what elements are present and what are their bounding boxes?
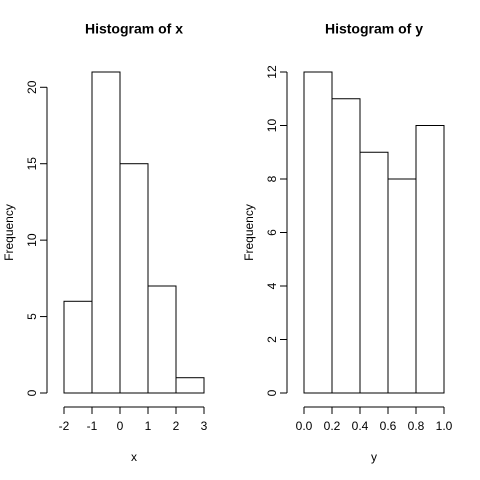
- y-tick-label: 10: [265, 119, 279, 133]
- x-tick-label: 0.0: [296, 419, 313, 433]
- bar: [175, 377, 205, 394]
- y-tick-label: 6: [265, 229, 279, 236]
- chart-title: Histogram of y: [325, 21, 423, 37]
- y-tick-label: 5: [25, 313, 39, 320]
- x-tick-label: 0.8: [408, 419, 425, 433]
- bar: [147, 285, 177, 394]
- x-axis-label: y: [371, 450, 377, 464]
- y-tick-label: 4: [265, 282, 279, 289]
- y-tick-label: 8: [265, 175, 279, 182]
- bar: [303, 71, 333, 394]
- bar: [331, 98, 361, 394]
- bar: [415, 125, 445, 394]
- x-tick-label: 2: [173, 419, 180, 433]
- x-tick-label: -2: [59, 419, 70, 433]
- y-tick-label: 12: [265, 65, 279, 79]
- bar: [63, 300, 93, 394]
- bar: [91, 71, 121, 394]
- x-tick-label: 0.2: [324, 419, 341, 433]
- x-tick-label: 1.0: [436, 419, 453, 433]
- x-tick-label: 3: [201, 419, 208, 433]
- bar: [119, 163, 149, 394]
- x-tick-label: 0.4: [352, 419, 369, 433]
- y-axis-label: Frequency: [242, 204, 256, 261]
- y-tick-label: 15: [25, 157, 39, 171]
- y-tick-label: 0: [25, 389, 39, 396]
- bar: [387, 178, 417, 394]
- x-tick-label: -1: [87, 419, 98, 433]
- y-axis-label: Frequency: [2, 204, 16, 261]
- y-tick-label: 0: [265, 389, 279, 396]
- y-tick-label: 2: [265, 336, 279, 343]
- bar: [359, 151, 389, 394]
- x-tick-label: 0: [117, 419, 124, 433]
- x-tick-label: 1: [145, 419, 152, 433]
- y-tick-label: 10: [25, 233, 39, 247]
- y-tick-label: 20: [25, 80, 39, 94]
- chart-title: Histogram of x: [85, 21, 183, 37]
- x-axis-label: x: [131, 450, 137, 464]
- x-tick-label: 0.6: [380, 419, 397, 433]
